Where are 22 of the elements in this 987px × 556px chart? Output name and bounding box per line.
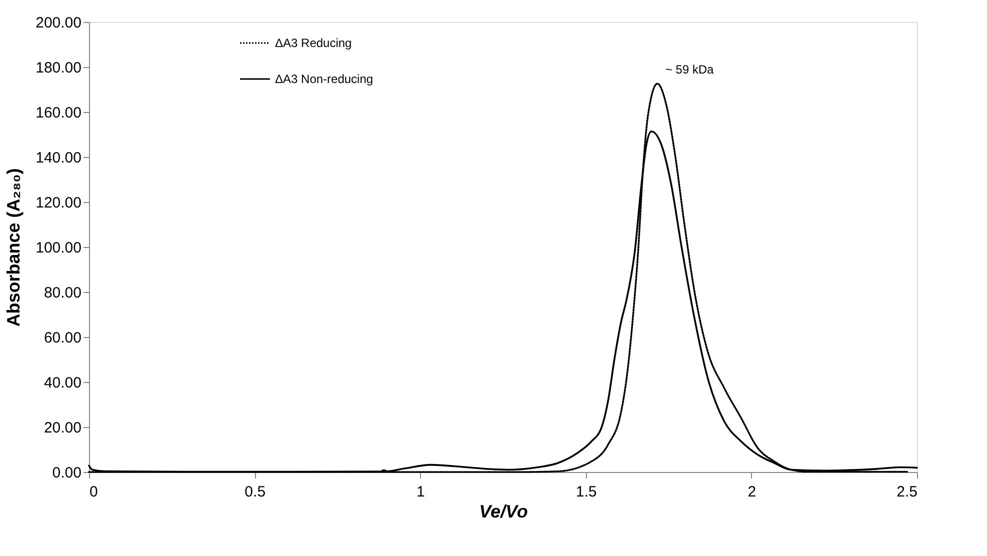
y-tick-label: 20.00 <box>44 420 82 436</box>
legend-label: ΔA3 Non-reducing <box>275 72 374 86</box>
x-tick-label: 1.5 <box>576 484 597 500</box>
x-axis-title: Ve/Vo <box>479 502 528 522</box>
y-tick-label: 120.00 <box>36 194 82 212</box>
y-tick-label: 160.00 <box>36 104 82 122</box>
x-tick-label: 2.5 <box>896 484 918 500</box>
annotation: ~ 59 kDa <box>665 62 714 77</box>
y-tick-label: 40.00 <box>44 374 82 392</box>
y-axis-title: Absorbance (A₂₈₀) <box>4 168 24 327</box>
legend-label: ΔA3 Reducing <box>275 36 352 50</box>
x-tick-label: 0 <box>90 484 98 500</box>
y-tick-label: 180.00 <box>36 60 82 76</box>
y-tick-label: 80.00 <box>44 284 82 302</box>
x-tick-label: 1 <box>416 484 425 500</box>
y-tick-label: 60.00 <box>44 330 82 346</box>
y-tick-label: 100.00 <box>36 240 82 256</box>
x-tick-label: 2 <box>748 484 756 500</box>
y-tick-label: 0.00 <box>52 464 82 482</box>
y-tick-label: 140.00 <box>36 150 82 166</box>
y-tick-label: 200.00 <box>36 14 82 32</box>
x-tick-label: 0.5 <box>244 484 266 500</box>
